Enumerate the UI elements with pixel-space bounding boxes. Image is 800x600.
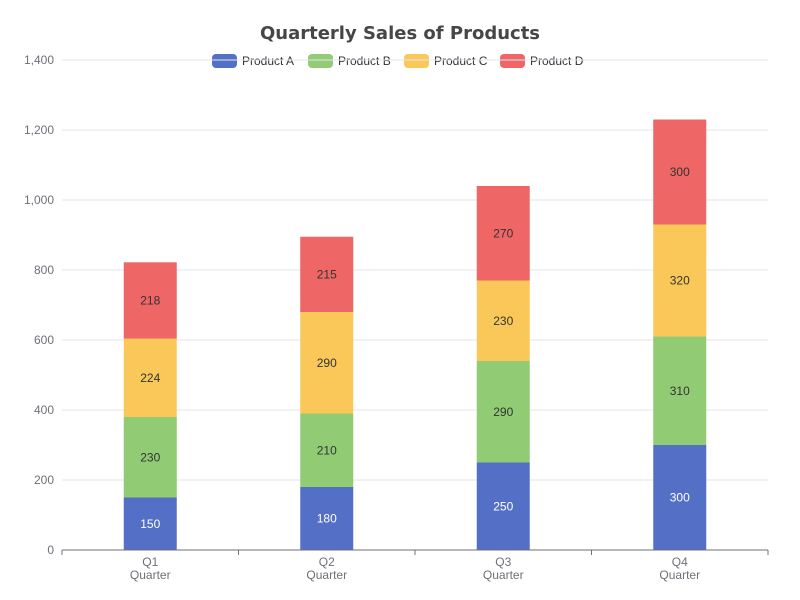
- y-tick-label: 400: [34, 403, 54, 417]
- bar-value-label: 230: [140, 450, 160, 464]
- bar-segment[interactable]: [123, 497, 177, 551]
- legend-swatch[interactable]: [212, 54, 237, 68]
- bar-segment[interactable]: [653, 336, 707, 446]
- legend-label[interactable]: Product A: [242, 54, 294, 68]
- y-tick-label: 1,000: [24, 193, 54, 207]
- x-tick-label: Q1: [142, 555, 158, 569]
- y-tick-label: 600: [34, 333, 54, 347]
- bar-value-label: 300: [670, 165, 690, 179]
- legend-swatch[interactable]: [500, 54, 525, 68]
- y-tick-label: 1,400: [24, 53, 54, 67]
- bar-segment[interactable]: [653, 224, 707, 337]
- bar-segment[interactable]: [123, 262, 177, 339]
- bar-value-label: 250: [493, 499, 513, 513]
- bar-segment[interactable]: [300, 487, 354, 550]
- bar-value-label: 270: [493, 226, 513, 240]
- bar-value-label: 320: [670, 274, 690, 288]
- bars: 150 230 224 218 180 210 290 215 250 290 230 270 300 3…: [123, 119, 707, 551]
- legend: Product A Product B Product C Product D: [212, 54, 584, 68]
- bar-value-label: 180: [317, 512, 337, 526]
- bar-value-label: 310: [670, 384, 690, 398]
- bar-segment[interactable]: [123, 417, 177, 498]
- bar-segment[interactable]: [476, 462, 530, 551]
- legend-label[interactable]: Product B: [338, 54, 391, 68]
- x-tick-label: Q3: [495, 555, 511, 569]
- bar-segment[interactable]: [123, 338, 177, 417]
- bar-segment[interactable]: [476, 361, 530, 463]
- bar-value-label: 230: [493, 314, 513, 328]
- x-axis-name: Quarter: [483, 568, 524, 582]
- legend-label[interactable]: Product C: [434, 54, 488, 68]
- y-tick-label: 0: [47, 543, 54, 557]
- x-axis-name: Quarter: [130, 568, 171, 582]
- bar-segment[interactable]: [476, 280, 530, 362]
- bar-segment[interactable]: [653, 119, 707, 225]
- y-tick-label: 1,200: [24, 123, 54, 137]
- x-tick-label: Q2: [319, 555, 335, 569]
- chart-title: Quarterly Sales of Products: [260, 23, 540, 44]
- bar-segment[interactable]: [300, 413, 354, 488]
- bar-value-label: 215: [317, 267, 337, 281]
- bar-value-label: 300: [670, 491, 690, 505]
- bar-value-label: 210: [317, 443, 337, 457]
- y-tick-label: 800: [34, 263, 54, 277]
- bar-value-label: 218: [140, 293, 160, 307]
- bar-segment[interactable]: [300, 312, 354, 414]
- x-axis-name: Quarter: [306, 568, 347, 582]
- x-axis-name: Quarter: [659, 568, 700, 582]
- legend-swatch[interactable]: [404, 54, 429, 68]
- bar-value-label: 150: [140, 517, 160, 531]
- y-axis: 0 200 400 600 800 1,000 1,200 1,400: [24, 53, 54, 557]
- x-tick-label: Q4: [672, 555, 688, 569]
- y-tick-label: 200: [34, 473, 54, 487]
- bar-segment[interactable]: [653, 445, 707, 550]
- bar-segment[interactable]: [300, 236, 354, 312]
- legend-swatch[interactable]: [308, 54, 333, 68]
- bar-value-label: 290: [493, 405, 513, 419]
- gridlines: [62, 59, 768, 481]
- bar-value-label: 224: [140, 371, 160, 385]
- bar-segment[interactable]: [476, 186, 530, 281]
- bar-value-label: 290: [317, 356, 337, 370]
- legend-label[interactable]: Product D: [530, 54, 584, 68]
